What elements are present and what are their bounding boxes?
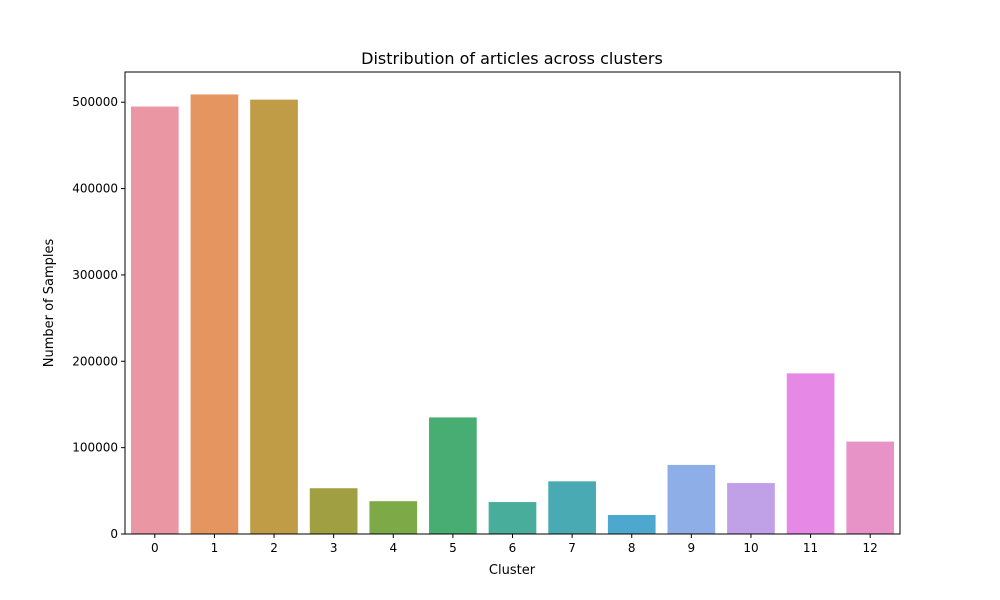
plot-frame <box>124 71 901 535</box>
x-tick-label: 11 <box>803 541 818 555</box>
x-tick-label: 2 <box>270 541 278 555</box>
x-tick-label: 12 <box>863 541 878 555</box>
chart-title: Distribution of articles across clusters <box>361 49 663 68</box>
y-tick-label: 500000 <box>72 95 118 109</box>
y-axis: 0 100000 200000 300000 400000 500000 <box>72 95 125 541</box>
x-tick-label: 1 <box>211 541 219 555</box>
y-tick-label: 300000 <box>72 268 118 282</box>
bar-cluster-9 <box>667 464 716 534</box>
y-tick-label: 400000 <box>72 182 118 196</box>
x-axis: 0 1 2 3 4 5 6 7 8 9 10 11 12 <box>151 534 878 555</box>
x-axis-label: Cluster <box>489 563 536 578</box>
bar-cluster-1 <box>190 94 239 535</box>
x-tick-label: 7 <box>568 541 576 555</box>
bar-cluster-5 <box>429 417 477 534</box>
bar-cluster-7 <box>548 481 596 534</box>
bar-cluster-8 <box>607 515 656 534</box>
x-tick-label: 5 <box>449 541 457 555</box>
bar-cluster-4 <box>369 501 418 534</box>
bar-cluster-6 <box>488 502 537 534</box>
x-tick-label: 8 <box>628 541 636 555</box>
bar-cluster-2 <box>250 99 298 535</box>
bars-group <box>130 94 895 535</box>
y-axis-label: Number of Samples <box>42 239 57 368</box>
bar-cluster-10 <box>727 483 775 534</box>
x-tick-label: 10 <box>743 541 758 555</box>
x-tick-label: 6 <box>509 541 517 555</box>
bar-cluster-3 <box>309 488 358 534</box>
x-tick-label: 9 <box>688 541 696 555</box>
x-tick-label: 0 <box>151 541 159 555</box>
y-tick-label: 0 <box>110 527 118 541</box>
y-tick-label: 100000 <box>72 441 118 455</box>
bar-cluster-12 <box>846 441 895 534</box>
bar-cluster-0 <box>130 106 179 534</box>
y-tick-label: 200000 <box>72 354 118 368</box>
x-tick-label: 4 <box>389 541 397 555</box>
bar-cluster-11 <box>786 373 835 534</box>
x-tick-label: 3 <box>330 541 338 555</box>
